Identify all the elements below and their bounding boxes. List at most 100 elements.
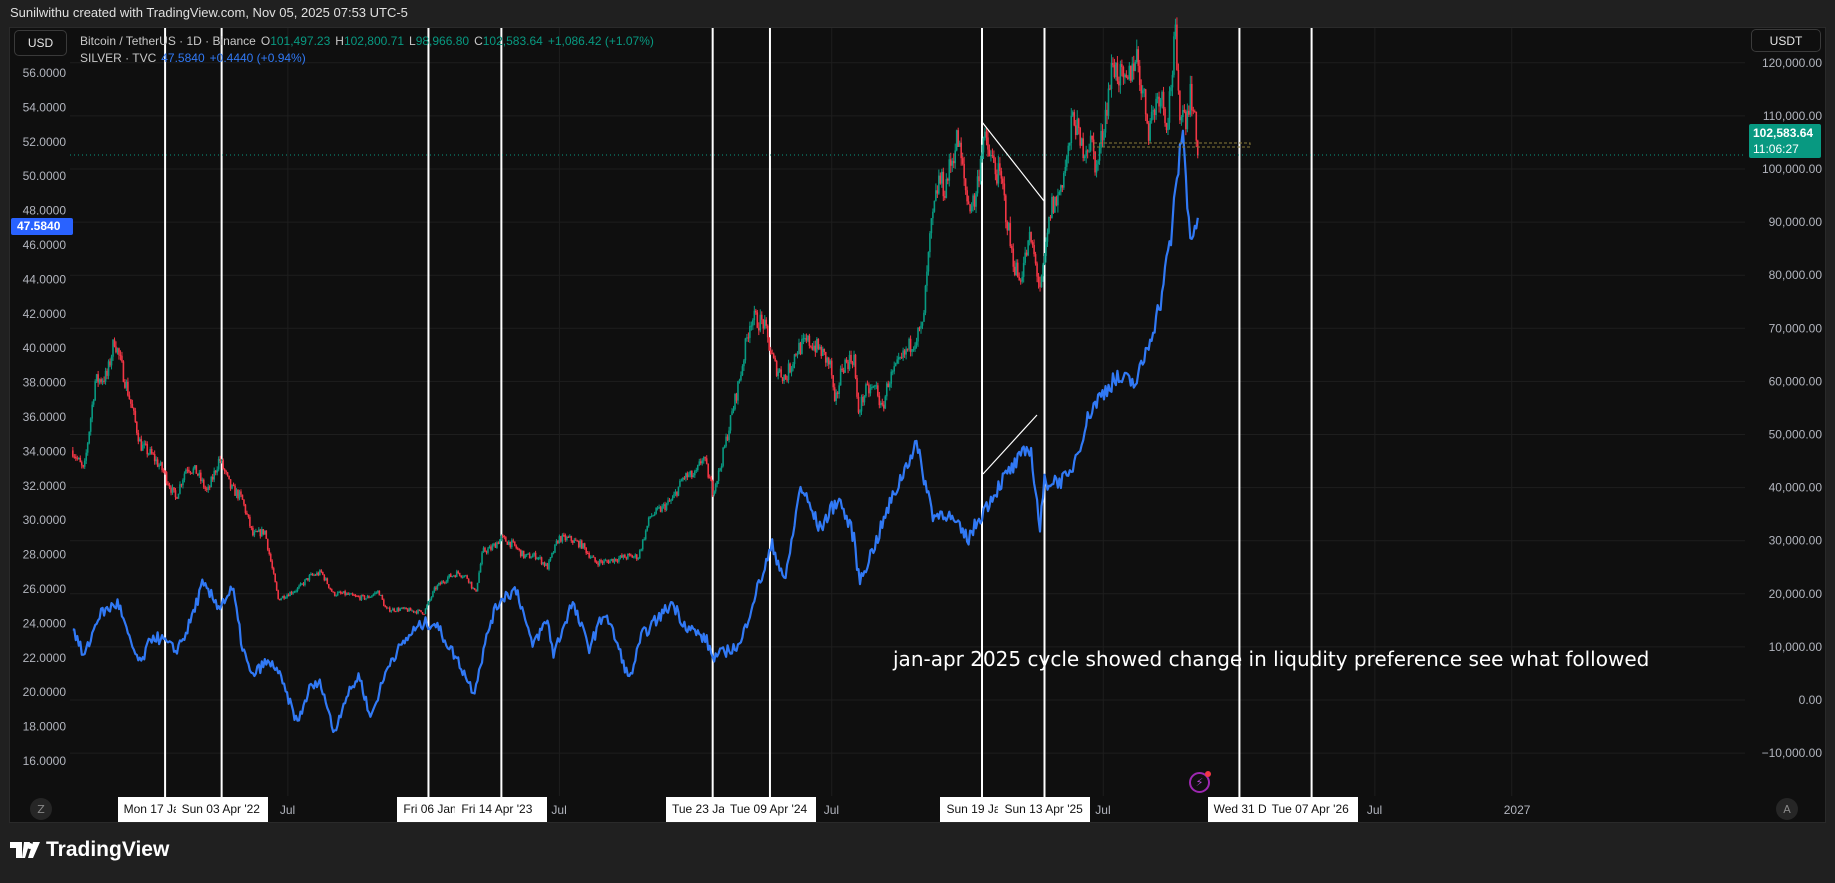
candle-body [586, 553, 589, 555]
trendline-silver [982, 414, 1038, 475]
candle-body [347, 593, 349, 595]
candle-body [854, 354, 857, 378]
candle-body [859, 411, 861, 413]
btc-candle [261, 526, 263, 537]
btc-candle [353, 593, 355, 596]
btc-candle [447, 575, 449, 584]
candle-body [136, 421, 138, 433]
right-scale-currency-button[interactable]: USDT [1751, 29, 1821, 52]
candle-body [1165, 123, 1168, 131]
btc-candle [906, 348, 909, 352]
silver-legend[interactable]: SILVER · TVC 47.5840 +0.4440 (+0.94%) [80, 51, 311, 65]
btc-candle [786, 375, 788, 383]
btc-legend[interactable]: Bitcoin / TetherUS · 1D · Binance O101,49… [80, 34, 659, 48]
btc-candle [296, 587, 299, 593]
candle-body [927, 252, 930, 272]
candle-body [798, 342, 800, 355]
btc-candle [533, 552, 535, 557]
btc-candle [963, 156, 965, 186]
candle-body [98, 379, 101, 383]
btc-candle [796, 351, 799, 359]
btc-candle [149, 446, 152, 455]
candle-body [591, 556, 593, 558]
candle-body [826, 357, 829, 363]
btc-candle [923, 310, 925, 322]
candle-body [939, 175, 942, 184]
candle-body [991, 155, 994, 157]
btc-candle [1103, 129, 1105, 148]
btc-candle [400, 607, 403, 610]
btc-candle [827, 356, 830, 370]
candle-body [647, 517, 650, 526]
candle-body [1013, 266, 1016, 275]
candle-body [894, 363, 897, 367]
btc-candle [408, 607, 410, 612]
btc-candle [631, 554, 634, 558]
candle-body [823, 348, 826, 352]
candle-body [1156, 96, 1159, 99]
candle-body [802, 338, 805, 340]
candle-body [313, 574, 315, 576]
candle-body [756, 312, 759, 328]
grid-lines [70, 28, 1745, 796]
btc-candle [1061, 184, 1064, 193]
btc-candle [214, 469, 217, 476]
btc-candle [1028, 226, 1031, 246]
candle-body [493, 543, 495, 546]
btc-last-price-badge: 102,583.64 11:06:27 [1749, 124, 1821, 158]
tradingview-logo[interactable]: TradingView [10, 838, 169, 862]
candle-body [290, 592, 293, 594]
left-axis-tick-label: 24.0000 [23, 616, 67, 630]
btc-candle [451, 575, 454, 578]
candle-body [982, 138, 985, 153]
candle-body [540, 557, 543, 565]
candle-body [537, 557, 540, 559]
btc-candle [897, 352, 900, 364]
btc-candle [659, 505, 662, 513]
right-axis-tick-label: 30,000.00 [1769, 534, 1823, 548]
candle-body [308, 575, 311, 581]
timezone-button[interactable]: Z [30, 798, 52, 820]
candle-body [348, 593, 351, 595]
candle-body [173, 487, 175, 491]
btc-candle [153, 450, 156, 465]
left-scale-currency-button[interactable]: USD [14, 30, 67, 56]
btc-candle [1012, 243, 1015, 273]
candle-body [268, 549, 271, 555]
btc-candle [644, 529, 647, 541]
marker-date-label: Tue 09 Apr '24 [723, 797, 816, 822]
btc-candle [792, 362, 794, 372]
close-value: 102,583.64 [482, 34, 543, 48]
candle-body [784, 374, 787, 380]
candle-body [438, 582, 440, 586]
candle-body [801, 338, 803, 354]
candle-body [996, 174, 998, 184]
btc-candle [844, 358, 846, 374]
candle-body [734, 393, 736, 410]
btc-candle [185, 468, 187, 474]
btc-candle [741, 364, 744, 377]
btc-candle [634, 553, 637, 559]
btc-candle [491, 543, 494, 551]
candle-body [871, 386, 873, 389]
btc-candle [662, 502, 665, 509]
marker-date-label: Fri 06 Jan '2 [397, 797, 456, 822]
btc-candle [615, 558, 617, 562]
btc-candle [1173, 31, 1175, 78]
candle-body [133, 408, 135, 411]
btc-candle [499, 539, 501, 544]
brand-name: TradingView [46, 838, 170, 861]
lightning-event-icon[interactable]: ⚡ [1189, 771, 1211, 793]
candle-body [1186, 110, 1189, 130]
btc-candle [878, 391, 881, 409]
btc-candle [107, 359, 110, 380]
candle-body [978, 176, 980, 182]
btc-candle [394, 610, 397, 613]
candle-body [213, 470, 215, 480]
btc-candle [409, 607, 412, 611]
candle-body [905, 348, 907, 355]
auto-scale-button[interactable]: A [1776, 798, 1798, 820]
candle-body [76, 458, 79, 460]
chart-annotation-text[interactable]: jan-apr 2025 cycle showed change in liqu… [893, 647, 1650, 671]
